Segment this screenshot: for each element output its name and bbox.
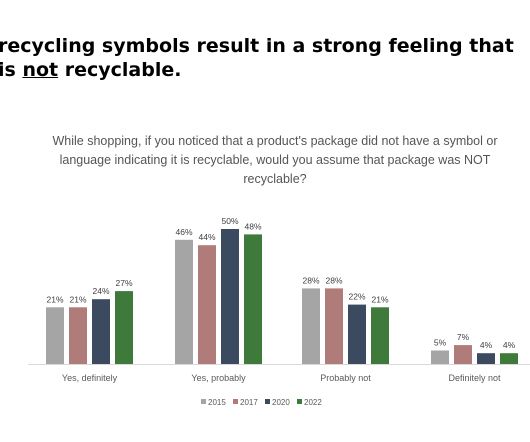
data-label: 46% bbox=[175, 227, 192, 237]
bar-2015-1 bbox=[175, 239, 193, 364]
data-label: 50% bbox=[221, 216, 238, 226]
x-tick-label: Probably not bbox=[320, 373, 371, 383]
x-tick-label: Definitely not bbox=[448, 373, 501, 383]
legend-label: 2022 bbox=[304, 398, 322, 407]
bar-2022-3 bbox=[500, 353, 518, 364]
bar-2022-2 bbox=[371, 307, 389, 364]
bar-2015-3 bbox=[431, 350, 449, 364]
bar-2022-0 bbox=[115, 291, 133, 364]
bar-2020-2 bbox=[348, 304, 366, 364]
bar-2017-0 bbox=[69, 307, 87, 364]
legend-label: 2017 bbox=[240, 398, 258, 407]
legend-swatch bbox=[201, 399, 206, 404]
data-label: 5% bbox=[434, 338, 447, 348]
bar-2015-0 bbox=[46, 307, 64, 364]
bar-2017-1 bbox=[198, 245, 216, 364]
bar-2020-1 bbox=[221, 229, 239, 364]
bar-2015-2 bbox=[302, 288, 320, 364]
data-label: 24% bbox=[92, 286, 109, 296]
data-label: 21% bbox=[371, 294, 388, 304]
data-label: 21% bbox=[69, 294, 86, 304]
legend-swatch bbox=[233, 399, 238, 404]
bar-2020-0 bbox=[92, 299, 110, 364]
data-label: 28% bbox=[325, 275, 342, 285]
data-label: 28% bbox=[302, 275, 319, 285]
bar-2017-2 bbox=[325, 288, 343, 364]
data-label: 21% bbox=[46, 294, 63, 304]
bar-2020-3 bbox=[477, 353, 495, 364]
bar-2017-3 bbox=[454, 345, 472, 364]
headline-line1: recycling symbols result in a strong fee… bbox=[0, 35, 514, 57]
bar-2022-1 bbox=[244, 234, 262, 364]
data-label: 48% bbox=[244, 221, 261, 231]
data-label: 4% bbox=[480, 340, 493, 350]
headline-line2: is not recyclable. bbox=[0, 58, 514, 82]
x-tick-label: Yes, probably bbox=[191, 373, 246, 383]
legend-label: 2020 bbox=[272, 398, 290, 407]
headline-line2-end: recyclable. bbox=[58, 59, 182, 81]
headline-line2-start: is bbox=[0, 59, 23, 81]
data-label: 44% bbox=[198, 232, 215, 242]
legend-label: 2015 bbox=[208, 398, 226, 407]
headline-emphasis: not bbox=[22, 59, 59, 81]
data-label: 22% bbox=[348, 292, 365, 302]
data-label: 7% bbox=[457, 332, 470, 342]
x-tick-label: Yes, definitely bbox=[62, 373, 118, 383]
legend-swatch bbox=[265, 399, 270, 404]
data-label: 27% bbox=[115, 278, 132, 288]
headline: recycling symbols result in a strong fee… bbox=[0, 34, 514, 82]
data-label: 4% bbox=[503, 340, 516, 350]
legend-swatch bbox=[297, 399, 302, 404]
chart-title: While shopping, if you noticed that a pr… bbox=[52, 134, 498, 186]
